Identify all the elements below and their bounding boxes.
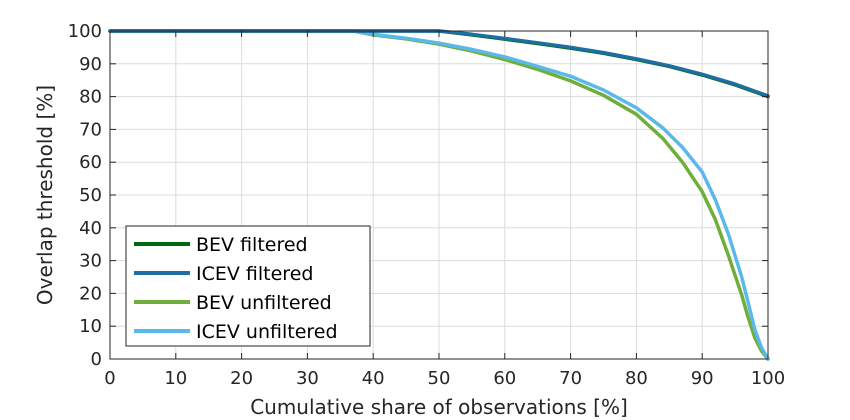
y-tick-label-5: 50 <box>79 185 102 206</box>
legend-label-2: BEV unfiltered <box>196 292 332 314</box>
legend: BEV filtered ICEV filtered BEV unfiltered I… <box>125 225 371 347</box>
y-tick-label-4: 40 <box>79 218 102 239</box>
ticks <box>109 30 769 360</box>
legend-label-0: BEV filtered <box>196 234 308 256</box>
legend-label-3: ICEV unfiltered <box>196 321 338 343</box>
tick-labels: 0 10 20 30 40 50 60 70 80 90 100 0 10 20 30 40 50 60 70 80 9… <box>68 21 786 389</box>
y-tick-label-3: 30 <box>79 251 102 272</box>
x-tick-label-9: 90 <box>691 368 714 389</box>
y-axis-label: Overlap threshold [%] <box>33 85 57 305</box>
y-tick-label-1: 10 <box>79 316 102 337</box>
y-tick-label-7: 70 <box>79 119 102 140</box>
x-tick-label-6: 60 <box>493 368 516 389</box>
series-line-icev-unfiltered <box>108 29 770 361</box>
x-tick-label-0: 0 <box>104 368 115 389</box>
x-axis-label: Cumulative share of observations [%] <box>250 395 628 419</box>
y-tick-label-9: 90 <box>79 54 102 75</box>
x-tick-label-3: 30 <box>296 368 319 389</box>
x-tick-label-4: 40 <box>362 368 385 389</box>
x-tick-label-10: 100 <box>751 368 785 389</box>
y-tick-label-2: 20 <box>79 283 102 304</box>
y-tick-label-8: 80 <box>79 87 102 108</box>
x-tick-label-1: 10 <box>164 368 187 389</box>
x-tick-label-5: 50 <box>428 368 451 389</box>
x-tick-label-8: 80 <box>625 368 648 389</box>
x-tick-label-2: 20 <box>230 368 253 389</box>
y-tick-label-6: 60 <box>79 152 102 173</box>
legend-label-1: ICEV filtered <box>196 263 313 285</box>
x-tick-label-7: 70 <box>559 368 582 389</box>
y-tick-label-10: 100 <box>68 21 102 42</box>
y-tick-label-0: 0 <box>91 349 102 370</box>
